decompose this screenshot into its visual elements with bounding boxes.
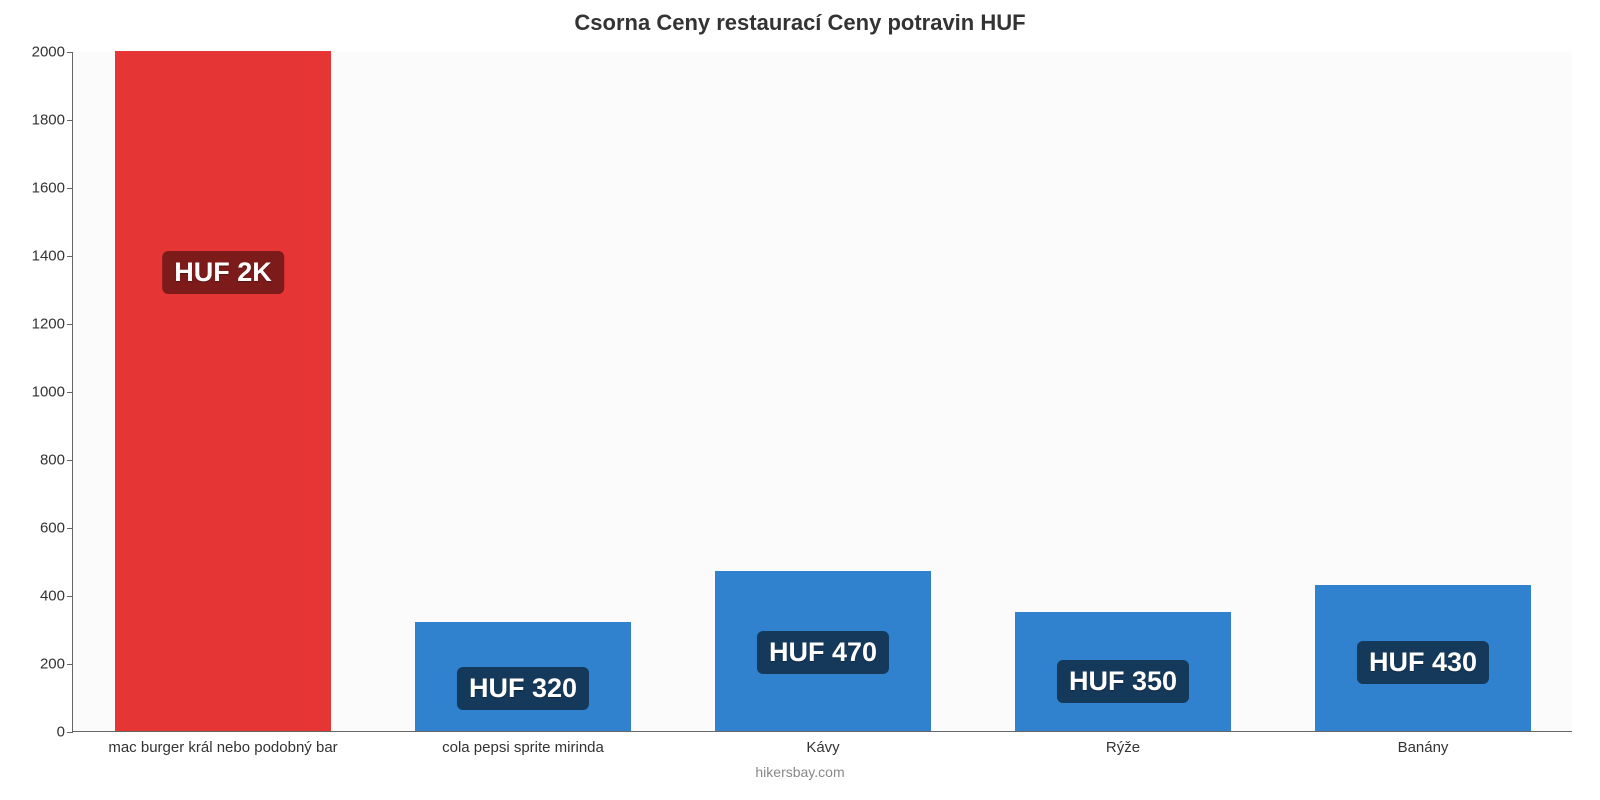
price-bar-chart: Csorna Ceny restaurací Ceny potravin HUF… — [0, 0, 1600, 800]
y-tick-mark — [67, 256, 73, 257]
chart-title: Csorna Ceny restaurací Ceny potravin HUF — [0, 10, 1600, 36]
attribution-text: hikersbay.com — [0, 764, 1600, 780]
y-tick-mark — [67, 188, 73, 189]
y-tick-mark — [67, 460, 73, 461]
bar: HUF 350 — [1015, 612, 1231, 731]
y-tick-mark — [67, 324, 73, 325]
y-tick-mark — [67, 52, 73, 53]
value-badge: HUF 350 — [1057, 660, 1189, 703]
bar: HUF 320 — [415, 622, 631, 731]
value-badge: HUF 430 — [1357, 641, 1489, 684]
x-category-label: Banány — [1398, 731, 1449, 756]
value-badge: HUF 470 — [757, 631, 889, 674]
y-tick-mark — [67, 664, 73, 665]
bar: HUF 470 — [715, 571, 931, 731]
x-category-label: Kávy — [806, 731, 839, 756]
x-category-label: cola pepsi sprite mirinda — [442, 731, 604, 756]
x-category-label: mac burger král nebo podobný bar — [108, 731, 337, 756]
x-category-label: Rýže — [1106, 731, 1140, 756]
y-tick-mark — [67, 732, 73, 733]
y-tick-mark — [67, 528, 73, 529]
y-tick-mark — [67, 392, 73, 393]
bar: HUF 2K — [115, 51, 331, 731]
bar: HUF 430 — [1315, 585, 1531, 731]
value-badge: HUF 2K — [162, 251, 284, 294]
plot-area: 0200400600800100012001400160018002000 HU… — [72, 52, 1572, 732]
y-tick-mark — [67, 120, 73, 121]
y-tick-mark — [67, 596, 73, 597]
value-badge: HUF 320 — [457, 667, 589, 710]
